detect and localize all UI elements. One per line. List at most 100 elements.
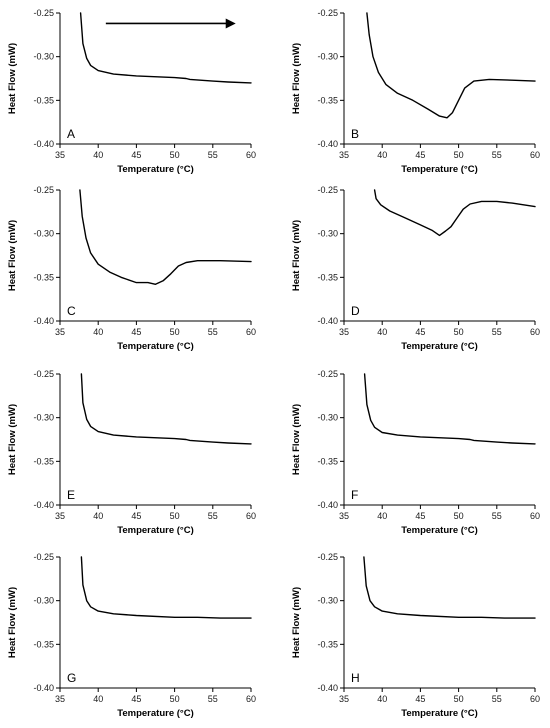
x-tick-label: 60 — [530, 327, 540, 337]
y-tick-label: -0.40 — [317, 316, 338, 326]
x-tick-label: 60 — [246, 150, 256, 160]
heat-flow-curve — [79, 189, 252, 285]
x-tick-label: 40 — [377, 327, 387, 337]
y-tick-label: -0.40 — [33, 683, 54, 693]
x-tick-label: 40 — [93, 511, 103, 521]
heat-flow-curve — [80, 373, 252, 445]
x-tick-label: 50 — [170, 694, 180, 704]
y-tick-label: -0.35 — [33, 272, 54, 282]
x-tick-label: 45 — [415, 150, 425, 160]
y-axis-title: Heat Flow (mW) — [291, 43, 302, 114]
x-tick-label: 60 — [246, 511, 256, 521]
y-tick-label: -0.35 — [317, 456, 338, 466]
x-axis-title: Temperature (°C) — [117, 164, 193, 175]
panel-label: C — [67, 304, 76, 318]
y-axis-title: Heat Flow (mW) — [7, 587, 18, 658]
x-tick-label: 60 — [530, 150, 540, 160]
x-axis-title: Temperature (°C) — [117, 708, 193, 719]
x-tick-label: 45 — [131, 694, 141, 704]
x-tick-label: 40 — [93, 327, 103, 337]
y-tick-label: -0.30 — [317, 596, 338, 606]
x-tick-label: 40 — [377, 694, 387, 704]
x-tick-label: 45 — [131, 150, 141, 160]
x-tick-label: 60 — [246, 694, 256, 704]
y-axis-title: Heat Flow (mW) — [7, 404, 18, 475]
x-tick-label: 60 — [530, 511, 540, 521]
x-tick-label: 50 — [454, 150, 464, 160]
y-tick-label: -0.25 — [317, 369, 338, 379]
chart-panel-d: 35 40 45 50 55 60 -0.25 -0.30 -0.35 -0.40 Temperat… — [291, 185, 540, 352]
x-tick-label: 45 — [131, 511, 141, 521]
x-tick-label: 45 — [415, 327, 425, 337]
x-tick-label: 50 — [170, 150, 180, 160]
x-tick-label: 45 — [415, 511, 425, 521]
y-tick-label: -0.30 — [317, 229, 338, 239]
x-axis-title: Temperature (°C) — [401, 708, 477, 719]
x-tick-label: 55 — [492, 150, 502, 160]
y-tick-label: -0.30 — [33, 413, 54, 423]
x-tick-label: 50 — [454, 694, 464, 704]
x-tick-label: 40 — [93, 150, 103, 160]
x-tick-label: 50 — [454, 327, 464, 337]
y-tick-label: -0.25 — [33, 552, 54, 562]
y-tick-label: -0.40 — [317, 683, 338, 693]
x-tick-label: 50 — [170, 511, 180, 521]
x-tick-label: 40 — [93, 694, 103, 704]
y-tick-label: -0.35 — [33, 456, 54, 466]
chart-panel-f: 35 40 45 50 55 60 -0.25 -0.30 -0.35 -0.40 Temperat… — [291, 369, 540, 536]
y-tick-label: -0.35 — [317, 639, 338, 649]
y-tick-label: -0.35 — [33, 95, 54, 105]
y-tick-label: -0.25 — [317, 552, 338, 562]
y-tick-label: -0.25 — [33, 185, 54, 195]
chart-panel-b: 35 40 45 50 55 60 -0.25 -0.30 -0.35 -0.40 Temperat… — [291, 8, 540, 175]
heat-flow-curve — [366, 12, 536, 119]
x-tick-label: 35 — [55, 150, 65, 160]
panel-label: E — [67, 488, 75, 502]
y-tick-label: -0.30 — [317, 52, 338, 62]
x-axis-title: Temperature (°C) — [401, 341, 477, 352]
y-tick-label: -0.35 — [317, 95, 338, 105]
y-axis-title: Heat Flow (mW) — [291, 587, 302, 658]
chart-panel-e: 35 40 45 50 55 60 -0.25 -0.30 -0.35 -0.40 Temperat… — [7, 369, 256, 536]
y-tick-label: -0.35 — [317, 272, 338, 282]
chart-panel-c: 35 40 45 50 55 60 -0.25 -0.30 -0.35 -0.40 Temperat… — [7, 185, 256, 352]
y-tick-label: -0.40 — [317, 139, 338, 149]
x-tick-label: 60 — [246, 327, 256, 337]
y-tick-label: -0.30 — [317, 413, 338, 423]
y-tick-label: -0.40 — [33, 316, 54, 326]
panel-label: B — [351, 127, 359, 141]
x-tick-label: 55 — [492, 511, 502, 521]
panel-label: A — [67, 127, 75, 141]
y-tick-label: -0.40 — [33, 500, 54, 510]
panel-label: H — [351, 671, 360, 685]
x-tick-label: 45 — [131, 327, 141, 337]
x-tick-label: 50 — [170, 327, 180, 337]
x-axis-title: Temperature (°C) — [401, 525, 477, 536]
x-tick-label: 45 — [415, 694, 425, 704]
x-tick-label: 35 — [339, 694, 349, 704]
chart-panel-h: 35 40 45 50 55 60 -0.25 -0.30 -0.35 -0.40 Temperat… — [291, 552, 540, 719]
panel-label: D — [351, 304, 360, 318]
y-tick-label: -0.25 — [33, 369, 54, 379]
x-axis-title: Temperature (°C) — [117, 525, 193, 536]
y-tick-label: -0.30 — [33, 229, 54, 239]
y-axis-title: Heat Flow (mW) — [7, 220, 18, 291]
heat-flow-curve — [363, 373, 536, 445]
x-tick-label: 55 — [208, 327, 218, 337]
panel-label: G — [67, 671, 76, 685]
x-tick-label: 40 — [377, 511, 387, 521]
panel-label: F — [351, 488, 358, 502]
x-tick-label: 55 — [208, 694, 218, 704]
x-tick-label: 55 — [492, 694, 502, 704]
heat-flow-curve — [79, 12, 252, 84]
y-tick-label: -0.25 — [317, 8, 338, 18]
x-tick-label: 55 — [492, 327, 502, 337]
y-tick-label: -0.35 — [33, 639, 54, 649]
x-tick-label: 55 — [208, 150, 218, 160]
y-tick-label: -0.25 — [317, 185, 338, 195]
heat-flow-curve — [80, 556, 252, 619]
y-axis-title: Heat Flow (mW) — [291, 404, 302, 475]
y-tick-label: -0.30 — [33, 52, 54, 62]
x-tick-label: 35 — [339, 150, 349, 160]
